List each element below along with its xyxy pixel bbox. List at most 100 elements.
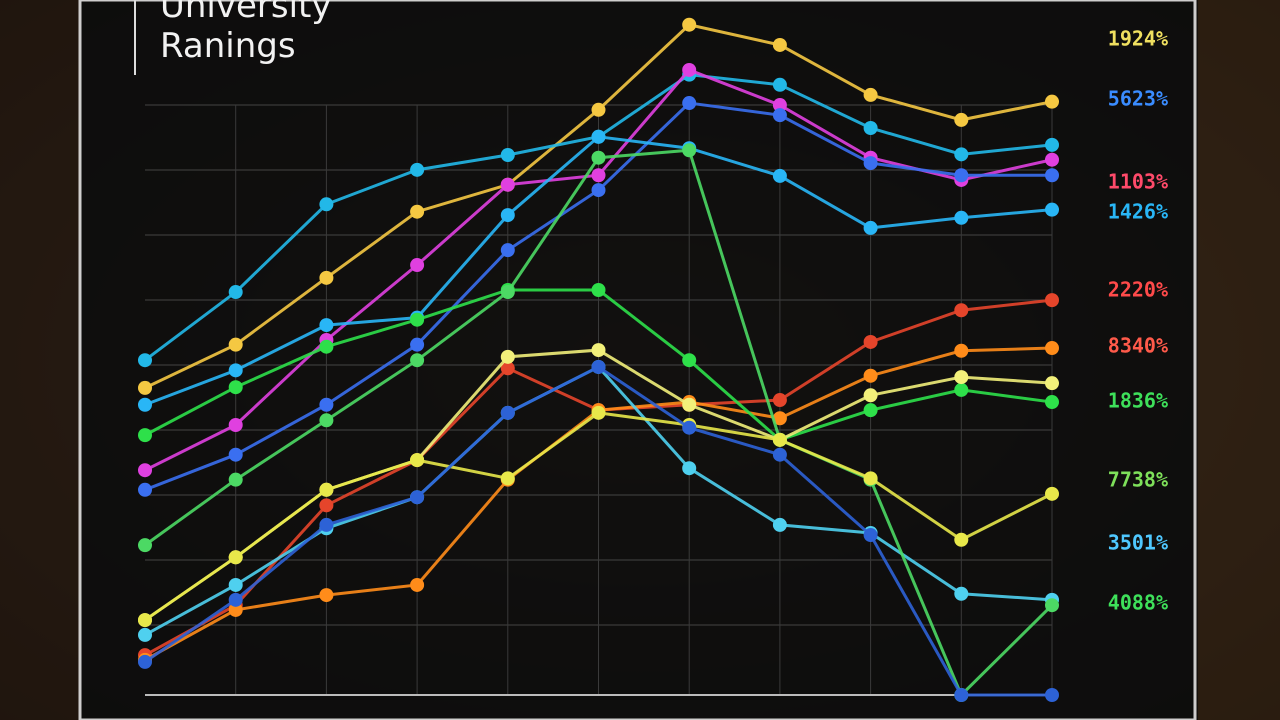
point (863, 471, 878, 486)
annotation: 4088% (1108, 591, 1168, 615)
point (138, 538, 152, 553)
point (682, 143, 697, 158)
point (682, 420, 697, 435)
annotation: 3501% (1108, 531, 1168, 555)
point (1045, 293, 1059, 308)
point (319, 498, 334, 513)
point (138, 353, 152, 368)
title-bar (134, 0, 136, 75)
point (863, 121, 878, 135)
left-shelf (0, 0, 80, 720)
panel (78, 0, 1197, 720)
annotation: 1924% (1108, 27, 1168, 51)
point (500, 349, 515, 364)
annotation: 1836% (1108, 389, 1168, 413)
point (682, 96, 697, 111)
point (500, 405, 515, 420)
annotation: 1426% (1108, 200, 1168, 224)
point (500, 471, 515, 486)
point (954, 532, 969, 547)
point (319, 197, 334, 212)
point (954, 112, 969, 127)
point (1045, 341, 1059, 356)
annotation: 1103% (1108, 170, 1168, 194)
point (772, 168, 787, 183)
point (410, 162, 425, 177)
point (863, 403, 878, 418)
point (319, 397, 334, 412)
point (591, 343, 606, 358)
point (954, 303, 969, 318)
point (591, 405, 606, 420)
annotation: 7738% (1108, 468, 1168, 492)
point (682, 461, 697, 476)
point (682, 397, 697, 412)
point (138, 428, 152, 443)
point (1045, 168, 1059, 183)
point (591, 168, 606, 183)
point (863, 156, 878, 171)
point (863, 368, 878, 383)
point (138, 463, 152, 478)
point (410, 577, 425, 592)
point (772, 411, 787, 426)
point (228, 380, 243, 395)
point (954, 382, 969, 397)
annotation: 5623% (1108, 87, 1168, 111)
point (228, 447, 243, 462)
point (410, 204, 425, 219)
point (500, 285, 515, 300)
point (319, 482, 334, 497)
point (954, 147, 969, 162)
point (954, 586, 969, 601)
point (863, 220, 878, 235)
point (863, 334, 878, 349)
point (591, 283, 606, 297)
point (319, 517, 334, 532)
point (228, 472, 243, 487)
point (863, 388, 878, 403)
point (500, 361, 515, 376)
point (228, 337, 243, 352)
point (1045, 376, 1059, 391)
point (772, 98, 787, 113)
chart-title: University Ranings (160, 0, 332, 66)
point (228, 363, 243, 378)
point (1045, 94, 1059, 109)
point (591, 183, 606, 198)
point (1045, 202, 1059, 217)
point (954, 210, 969, 225)
point (1045, 152, 1059, 167)
point (138, 627, 152, 642)
point (410, 258, 425, 273)
point (772, 108, 787, 123)
point (138, 654, 152, 669)
point (591, 359, 606, 374)
point (410, 353, 425, 368)
point (319, 339, 334, 354)
point (500, 177, 515, 192)
point (228, 550, 243, 565)
point (319, 270, 334, 285)
point (410, 453, 425, 468)
point (591, 150, 606, 165)
point (228, 285, 243, 300)
point (954, 168, 969, 183)
annotation: 8340% (1108, 334, 1168, 358)
point (138, 482, 152, 497)
point (1045, 688, 1059, 702)
point (500, 148, 515, 162)
point (1045, 486, 1059, 501)
point (138, 613, 152, 628)
point (772, 432, 787, 447)
point (319, 413, 334, 428)
point (500, 243, 515, 258)
point (1045, 395, 1059, 410)
point (319, 318, 334, 333)
point (138, 380, 152, 395)
point (863, 87, 878, 102)
point (1045, 598, 1059, 613)
point (138, 397, 152, 412)
